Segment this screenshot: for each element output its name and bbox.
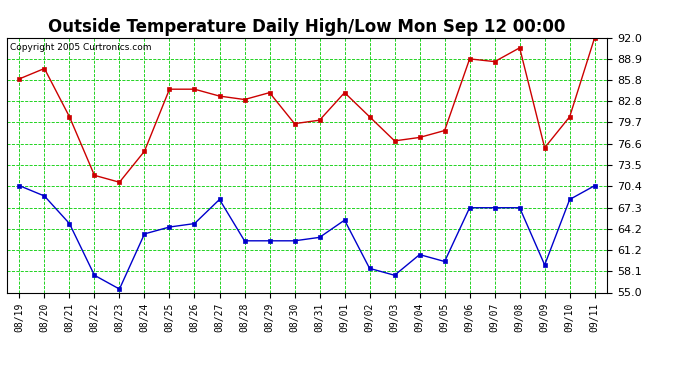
Title: Outside Temperature Daily High/Low Mon Sep 12 00:00: Outside Temperature Daily High/Low Mon S…: [48, 18, 566, 36]
Text: Copyright 2005 Curtronics.com: Copyright 2005 Curtronics.com: [10, 43, 151, 52]
